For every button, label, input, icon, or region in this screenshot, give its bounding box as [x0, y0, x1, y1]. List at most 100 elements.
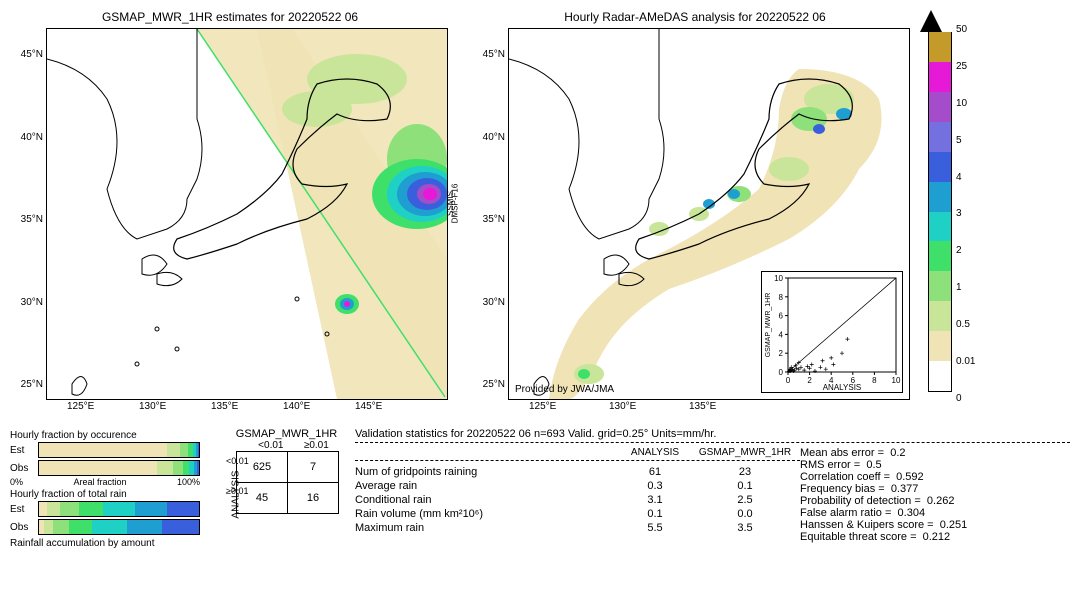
scatter-inset: 00224466881010ANALYSISGSMAP_MWR_1HR: [761, 271, 903, 393]
bar-seg: [162, 520, 199, 534]
bar-seg: [39, 443, 167, 457]
right-map-container: Hourly Radar-AMeDAS analysis for 2022052…: [480, 10, 910, 410]
lat-tick: 40°N: [483, 132, 505, 143]
bar-seg: [39, 461, 157, 475]
svg-text:4: 4: [779, 330, 784, 339]
svg-text:0: 0: [786, 376, 791, 385]
bar-seg: [135, 502, 167, 516]
stat-metric: Mean abs error = 0.2: [800, 447, 1070, 459]
bar-seg: [157, 461, 173, 475]
colorbar-label: 3: [956, 208, 975, 219]
stat-row: Num of gridpoints raining6123: [355, 465, 800, 479]
bar-seg: [103, 502, 135, 516]
left-map: DMSP-F16 SSMIS 45°N40°N35°N30°N25°N125°E…: [46, 28, 448, 400]
stats-col1: ANALYSIS: [620, 447, 690, 458]
svg-text:2: 2: [779, 349, 784, 358]
stats-section: Validation statistics for 20220522 06 n=…: [355, 428, 1070, 549]
bar-stack: [38, 519, 200, 535]
provided-label: Provided by JWA/JMA: [515, 384, 614, 395]
xaxis-right: 100%: [177, 477, 200, 487]
lat-tick: 30°N: [483, 297, 505, 308]
colorbar-seg: [928, 331, 952, 361]
lat-tick: 45°N: [21, 49, 43, 60]
colorbar-label: 5: [956, 135, 975, 146]
bar-seg: [198, 443, 199, 457]
colorbar-seg: [928, 122, 952, 152]
svg-text:10: 10: [774, 274, 783, 283]
lon-tick: 130°E: [139, 401, 166, 412]
bar-stack: [38, 460, 200, 476]
stat-metric: Correlation coeff = 0.592: [800, 471, 1070, 483]
bar-row-label: Obs: [10, 463, 38, 474]
bar-seg: [47, 502, 60, 516]
colorbar-seg: [928, 182, 952, 212]
right-map-title: Hourly Radar-AMeDAS analysis for 2022052…: [480, 10, 910, 24]
right-map: Provided by JWA/JMA 00224466881010ANALYS…: [508, 28, 910, 400]
lon-tick: 125°E: [67, 401, 94, 412]
top-maps-row: GSMAP_MWR_1HR estimates for 20220522 06: [10, 10, 1070, 410]
xaxis-left: 0%: [10, 477, 23, 487]
svg-text:ANALYSIS: ANALYSIS: [823, 383, 862, 392]
bar-seg: [60, 502, 79, 516]
colorbar-label: 50: [956, 24, 975, 35]
rain-title: Hourly fraction of total rain: [10, 489, 200, 500]
colorbar-seg: [928, 301, 952, 331]
lat-tick: 35°N: [483, 214, 505, 225]
colorbar-seg: [928, 271, 952, 301]
sensor-label-2: SSMIS: [446, 191, 455, 216]
lat-tick: 25°N: [483, 379, 505, 390]
ct-rowlab-1: ≥0.01: [226, 486, 248, 496]
bar-seg: [197, 461, 199, 475]
bar-row-label: Obs: [10, 522, 38, 533]
svg-text:8: 8: [779, 293, 784, 302]
colorbar-seg: [928, 212, 952, 242]
stats-left: ANALYSIS GSMAP_MWR_1HR Num of gridpoints…: [355, 447, 800, 543]
lon-tick: 140°E: [283, 401, 310, 412]
stat-row: Rain volume (mm km²10⁶)0.10.0: [355, 507, 800, 521]
bars-section: Hourly fraction by occurence Est Obs 0% A…: [10, 428, 200, 549]
stat-row: Average rain0.30.1: [355, 479, 800, 493]
svg-text:2: 2: [807, 376, 812, 385]
xaxis-mid: Areal fraction: [73, 477, 126, 487]
colorbar-label: 1: [956, 282, 975, 293]
bar-stack: [38, 501, 200, 517]
stat-metric: Frequency bias = 0.377: [800, 483, 1070, 495]
bar-seg: [39, 502, 47, 516]
bar-seg: [167, 443, 180, 457]
left-map-title: GSMAP_MWR_1HR estimates for 20220522 06: [10, 10, 450, 24]
bar-seg: [127, 520, 162, 534]
svg-text:6: 6: [779, 312, 784, 321]
ct-cell-01: 7: [288, 452, 339, 483]
bar-stack: [38, 442, 200, 458]
bar-seg: [53, 520, 69, 534]
bar-row-label: Est: [10, 445, 38, 456]
colorbar: 502510543210.50.010: [920, 24, 975, 404]
bottom-row: Hourly fraction by occurence Est Obs 0% A…: [10, 428, 1070, 549]
lat-tick: 35°N: [21, 214, 43, 225]
lat-tick: 45°N: [483, 49, 505, 60]
colorbar-label: 0.5: [956, 319, 975, 330]
colorbar-label: 2: [956, 245, 975, 256]
colorbar-label: 0.01: [956, 356, 975, 367]
svg-text:0: 0: [779, 368, 784, 377]
lon-tick: 135°E: [211, 401, 238, 412]
colorbar-seg: [928, 92, 952, 122]
bar-seg: [173, 461, 183, 475]
lon-tick: 145°E: [355, 401, 382, 412]
ct-cell-11: 16: [288, 483, 339, 514]
contingency-table: 6257 4516: [236, 451, 339, 514]
colorbar-seg: [928, 62, 952, 92]
svg-text:8: 8: [872, 376, 877, 385]
left-map-container: GSMAP_MWR_1HR estimates for 20220522 06: [10, 10, 450, 410]
bar-row-label: Est: [10, 504, 38, 515]
lat-tick: 40°N: [21, 132, 43, 143]
stat-metric: Equitable threat score = 0.212: [800, 531, 1070, 543]
bar-seg: [167, 502, 199, 516]
bar-seg: [180, 443, 188, 457]
stat-row: Maximum rain5.53.5: [355, 521, 800, 535]
ct-col-0: <0.01: [258, 440, 283, 451]
bars-legend: Rainfall accumulation by amount: [10, 538, 200, 549]
occ-title: Hourly fraction by occurence: [10, 430, 200, 441]
svg-text:GSMAP_MWR_1HR: GSMAP_MWR_1HR: [765, 293, 772, 358]
left-map-svg: [47, 29, 447, 399]
